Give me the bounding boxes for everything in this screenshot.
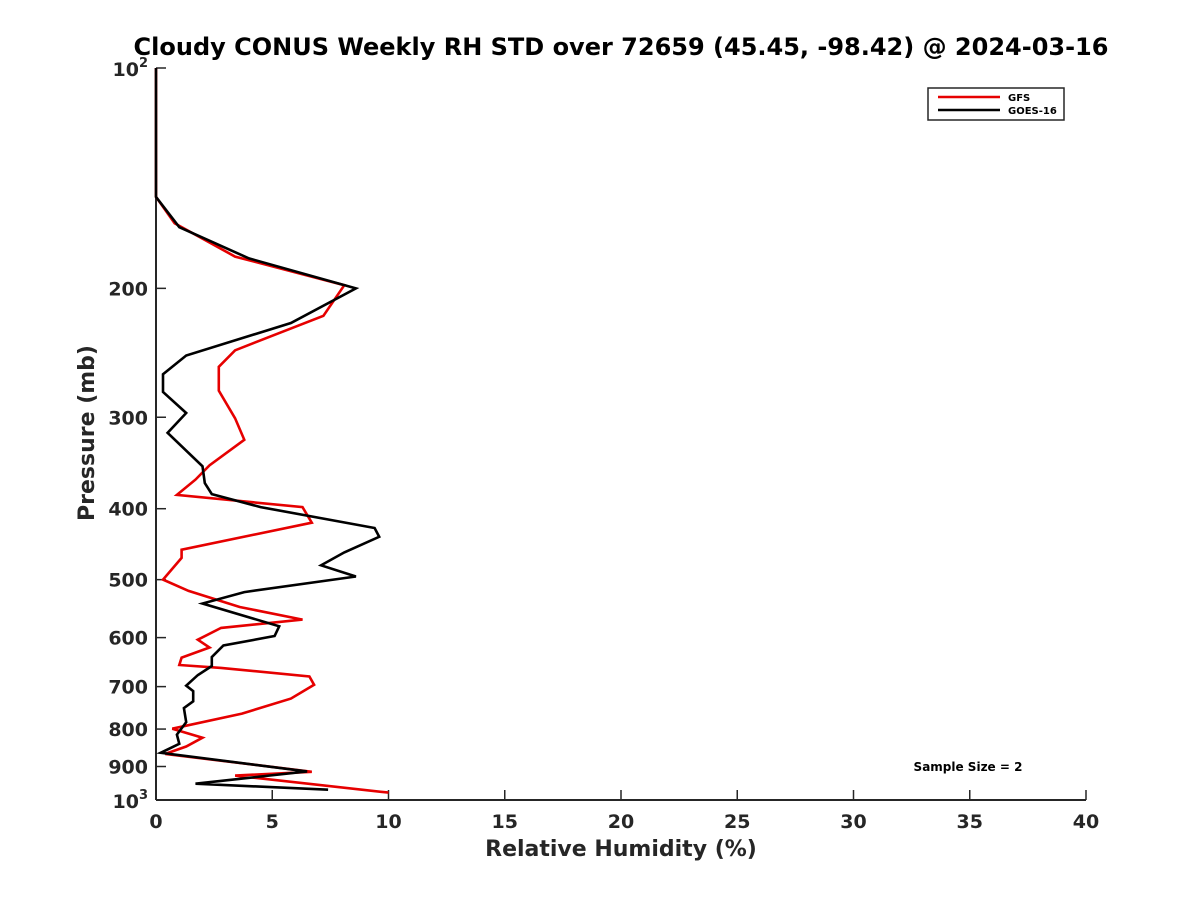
y-decade-tick-label: 103 (113, 788, 149, 813)
y-tick-label: 500 (108, 570, 148, 592)
x-axis-label: Relative Humidity (%) (485, 837, 757, 862)
legend-label: GFS (1008, 93, 1030, 104)
x-tick-label: 5 (266, 811, 279, 833)
x-tick-label: 20 (608, 811, 634, 833)
x-tick-label: 25 (724, 811, 750, 833)
series-line-gfs (154, 68, 389, 794)
y-tick-label: 400 (108, 499, 148, 521)
x-tick-label: 40 (1073, 811, 1099, 833)
y-tick-label: 600 (108, 628, 148, 650)
y-decade-tick-label: 102 (113, 56, 149, 81)
plot-area: 0 5 10 15 20 25 30 35 40 200 300 400 500 600 700 800 900… (108, 56, 1099, 833)
sample-size-annotation: Sample Size = 2 (914, 760, 1023, 774)
legend-label: GOES-16 (1008, 106, 1057, 117)
x-tick-label: 30 (840, 811, 866, 833)
x-tick-label: 0 (149, 811, 162, 833)
y-tick-label: 700 (108, 677, 148, 699)
x-tick-label: 10 (375, 811, 401, 833)
chart-title: Cloudy CONUS Weekly RH STD over 72659 (4… (134, 33, 1109, 61)
y-tick-label: 300 (108, 407, 148, 429)
y-tick-label: 200 (108, 278, 148, 300)
legend: GFS GOES-16 (927, 87, 1065, 121)
y-axis-label: Pressure (mb) (75, 345, 100, 521)
series-line-goes-16 (154, 68, 381, 791)
y-tick-label: 800 (108, 719, 148, 741)
legend-box (927, 87, 1065, 121)
y-tick-label: 900 (108, 757, 148, 779)
x-tick-label: 15 (492, 811, 518, 833)
x-tick-label: 35 (957, 811, 983, 833)
